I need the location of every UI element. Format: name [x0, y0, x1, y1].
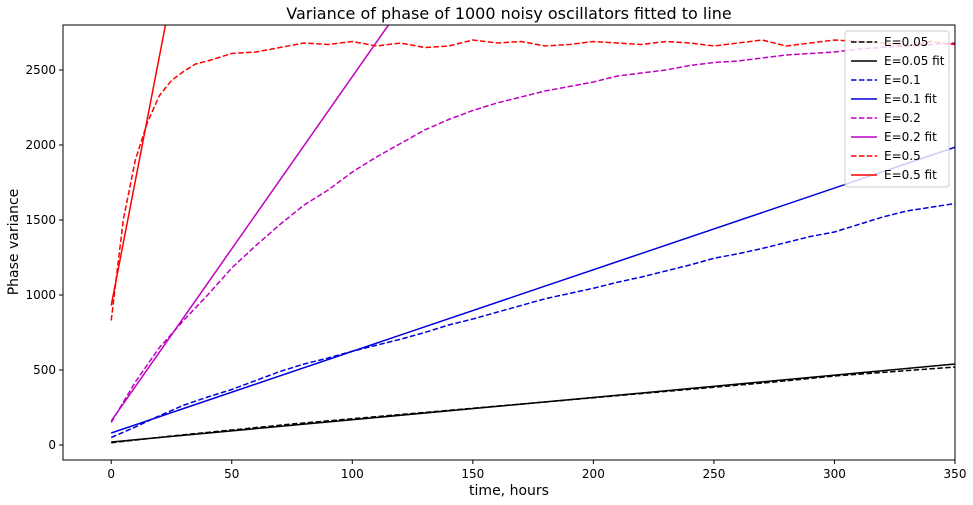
legend-entry-label: E=0.05 — [884, 35, 928, 49]
series-line-e-0-1 — [110, 202, 955, 439]
series-line-e-0-5 — [110, 39, 955, 321]
series-line-e-0-5-fit — [110, 25, 167, 306]
x-tick-label: 300 — [823, 467, 846, 481]
legend-entry-label: E=0.1 fit — [884, 92, 937, 106]
y-axis: 0 500 1000 1500 2000 2500 — [25, 63, 63, 452]
y-tick-label: 1500 — [25, 213, 56, 227]
y-tick-label: 0 — [48, 438, 56, 452]
x-tick-label: 350 — [944, 467, 967, 481]
legend-entry-label: E=0.1 — [884, 73, 921, 87]
x-tick-label: 200 — [582, 467, 605, 481]
series-line-e-0-2 — [110, 42, 955, 423]
x-tick-label: 100 — [341, 467, 364, 481]
series-line-e-0-05-fit — [111, 363, 955, 443]
legend-entry-label: E=0.05 fit — [884, 54, 945, 68]
x-tick-label: 0 — [107, 467, 115, 481]
y-axis-label: Phase variance — [6, 189, 22, 296]
x-tick-label: 150 — [461, 467, 484, 481]
y-tick-label: 2000 — [25, 138, 56, 152]
y-tick-label: 2500 — [25, 63, 56, 77]
legend: E=0.05 E=0.05 fit E=0.1 E=0.1 fit E=0.2 E=0.2… — [844, 30, 950, 188]
legend-entry-label: E=0.5 — [884, 149, 921, 163]
series-line-e-0-1-fit — [110, 146, 955, 434]
series-layer — [110, 25, 955, 444]
y-tick-label: 1000 — [25, 288, 56, 302]
legend-box — [844, 30, 950, 188]
legend-entry-label: E=0.5 fit — [884, 168, 937, 182]
chart-title: Variance of phase of 1000 noisy oscillat… — [286, 4, 732, 23]
x-tick-label: 250 — [702, 467, 725, 481]
x-tick-label: 50 — [224, 467, 239, 481]
legend-entry-label: E=0.2 fit — [884, 130, 937, 144]
x-axis: 0 50 100 150 200 250 300 350 — [107, 460, 966, 481]
x-axis-label: time, hours — [469, 483, 549, 499]
legend-entry-label: E=0.2 — [884, 111, 921, 125]
y-tick-label: 500 — [33, 363, 56, 377]
series-line-e-0-2-fit — [110, 25, 390, 422]
plot-frame — [62, 24, 956, 461]
